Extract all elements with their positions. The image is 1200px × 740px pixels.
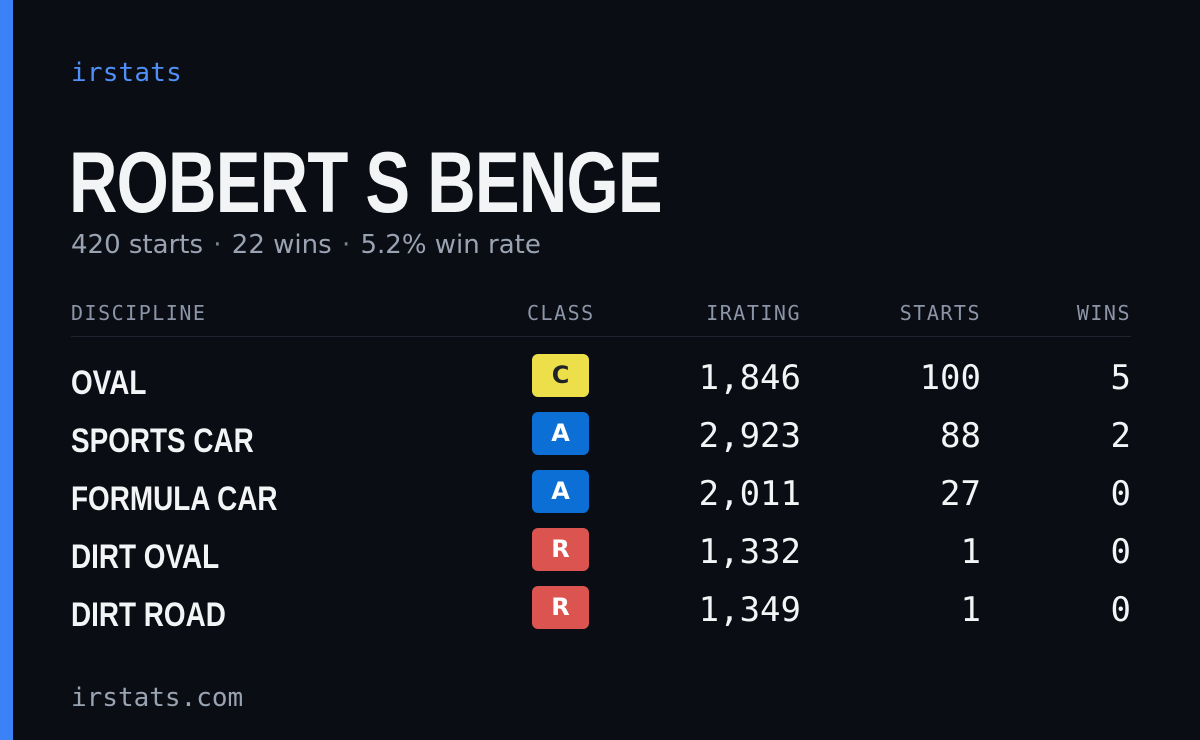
table-row: FORMULA CAR A 2,011 27 0: [71, 466, 1131, 524]
discipline-table: OVAL C 1,846 100 5 SPORTS CAR A 2,923 88…: [71, 350, 1131, 640]
header-divider: [71, 336, 1131, 337]
wins-value: 0: [1110, 590, 1131, 630]
class-badge: A: [532, 412, 589, 455]
footer-url: irstats.com: [71, 683, 244, 713]
header-irating: IRATING: [706, 301, 801, 325]
driver-summary: 420 starts · 22 wins · 5.2% win rate: [71, 229, 541, 261]
wins-value: 2: [1110, 416, 1131, 456]
irating-value: 2,011: [698, 474, 801, 514]
table-row: OVAL C 1,846 100 5: [71, 350, 1131, 408]
table-row: DIRT ROAD R 1,349 1 0: [71, 582, 1131, 640]
starts-value: 1: [960, 590, 981, 630]
summary-win-rate: 5.2% win rate: [360, 230, 541, 260]
brand-logo-text: irstats: [71, 58, 182, 88]
discipline-label: DIRT ROAD: [71, 596, 226, 634]
irating-value: 1,349: [698, 590, 801, 630]
accent-bar: [0, 0, 13, 740]
wins-value: 5: [1110, 358, 1131, 398]
starts-value: 1: [960, 532, 981, 572]
table-row: SPORTS CAR A 2,923 88 2: [71, 408, 1131, 466]
summary-starts: 420 starts: [71, 230, 203, 260]
class-badge: R: [532, 586, 589, 629]
irating-value: 1,332: [698, 532, 801, 572]
header-class: CLASS: [527, 301, 595, 325]
wins-value: 0: [1110, 474, 1131, 514]
header-discipline: DISCIPLINE: [71, 301, 207, 325]
table-row: DIRT OVAL R 1,332 1 0: [71, 524, 1131, 582]
summary-separator: ·: [213, 230, 222, 260]
summary-wins: 22 wins: [231, 230, 332, 260]
irating-value: 1,846: [698, 358, 801, 398]
wins-value: 0: [1110, 532, 1131, 572]
discipline-label: DIRT OVAL: [71, 538, 220, 576]
discipline-label: SPORTS CAR: [71, 422, 254, 460]
class-badge: C: [532, 354, 589, 397]
discipline-label: OVAL: [71, 364, 147, 402]
table-header: DISCIPLINE CLASS IRATING STARTS WINS: [71, 298, 1131, 328]
summary-separator: ·: [341, 230, 351, 260]
header-wins: WINS: [1076, 301, 1131, 325]
class-badge: R: [532, 528, 589, 571]
starts-value: 27: [940, 474, 981, 514]
irating-value: 2,923: [698, 416, 801, 456]
driver-name: ROBERT S BENGE: [69, 135, 663, 231]
discipline-label: FORMULA CAR: [71, 480, 278, 518]
starts-value: 100: [919, 358, 981, 398]
class-badge: A: [532, 470, 589, 513]
header-starts: STARTS: [899, 301, 981, 325]
starts-value: 88: [940, 416, 981, 456]
